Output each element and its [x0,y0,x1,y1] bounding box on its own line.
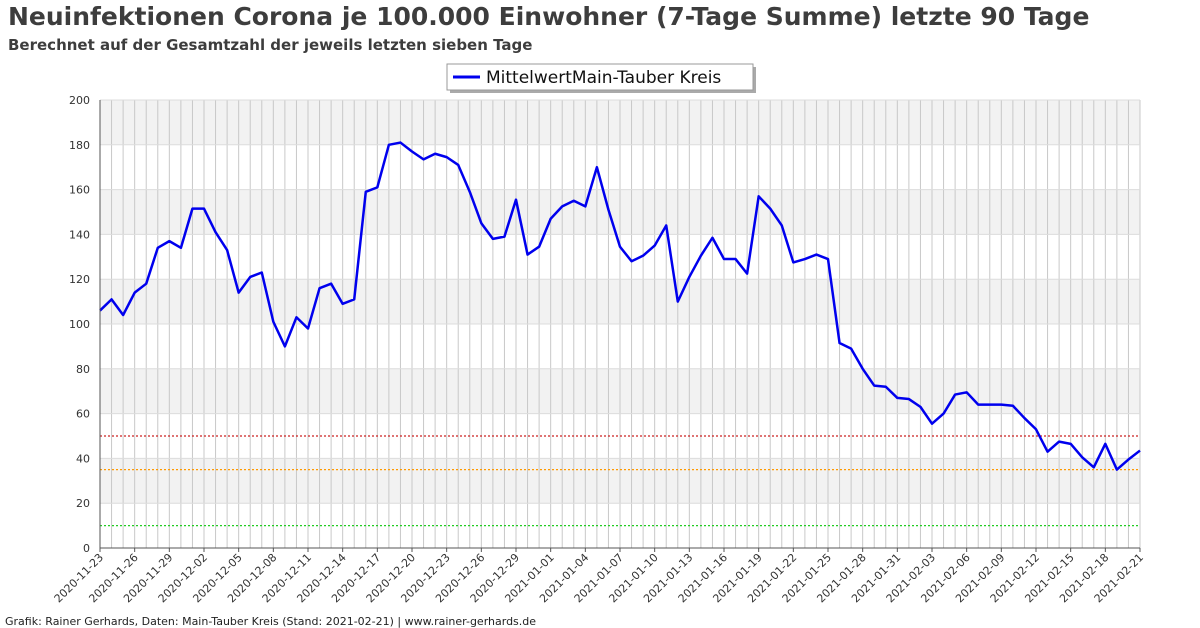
y-tick-label: 40 [76,452,90,465]
y-tick-label: 200 [69,94,90,107]
reference-lines [100,435,1140,527]
legend: MittelwertMain-Tauber Kreis [446,63,756,93]
series-line [99,141,1141,471]
y-tick-label: 0 [83,542,90,555]
chart-title: Neuinfektionen Corona je 100.000 Einwohn… [8,2,1089,31]
y-tick-label: 80 [76,363,90,376]
legend-box [446,63,754,91]
plot-area: 0 20 40 60 80 100 120 140 160 180 200 2020-11-2320… [52,94,1146,605]
footer-credit: Grafik: Rainer Gerhards, Daten: Main-Tau… [5,615,536,628]
y-tick-label: 100 [69,318,90,331]
legend-label: MittelwertMain-Tauber Kreis [486,68,721,88]
series-lines [99,141,1141,471]
chart-subtitle: Berechnet auf der Gesamtzahl der jeweils… [8,36,532,54]
y-tick-labels: 0 20 40 60 80 100 120 140 160 180 200 [69,94,90,555]
y-tick-label: 140 [69,228,90,241]
y-tick-label: 60 [76,408,90,421]
y-tick-label: 160 [69,184,90,197]
axes [99,100,1141,552]
horizontal-grid [100,99,1140,549]
y-tick-label: 180 [69,139,90,152]
x-tick-labels: 2020-11-232020-11-262020-11-292020-12-02… [52,551,1146,605]
y-tick-label: 120 [69,273,90,286]
y-tick-label: 20 [76,497,90,510]
